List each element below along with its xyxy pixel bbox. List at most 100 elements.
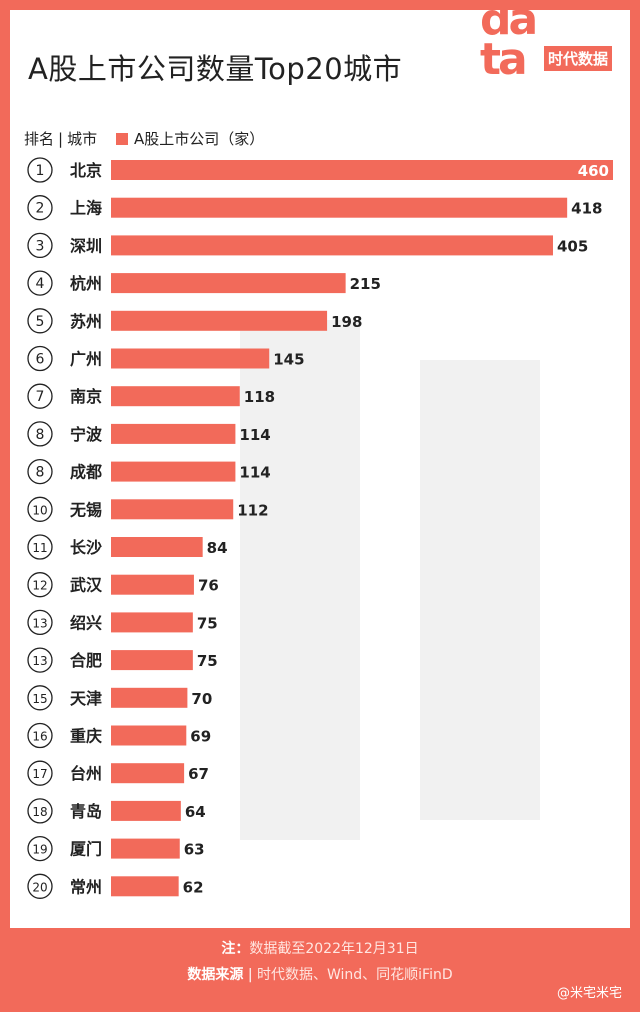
city-label: 宁波	[70, 425, 103, 444]
bar	[111, 763, 185, 784]
city-label: 厦门	[70, 840, 102, 859]
city-label: 南京	[70, 387, 102, 406]
rank-number: 1	[36, 163, 45, 179]
rank-circle	[27, 270, 53, 296]
value-label: 70	[191, 690, 212, 708]
value-label: 405	[557, 237, 588, 255]
rank-number: 13	[32, 654, 47, 668]
rank-header: 排名	[24, 130, 55, 148]
note-text: 数据截至2022年12月31日	[249, 941, 419, 957]
rank-circle	[27, 835, 53, 862]
value-label: 69	[190, 728, 211, 746]
city-label: 台州	[70, 764, 102, 783]
value-label: 145	[273, 351, 304, 369]
rank-number: 19	[32, 843, 47, 857]
value-label: 114	[239, 426, 270, 444]
city-label: 上海	[70, 199, 102, 218]
rank-circle	[27, 647, 53, 673]
legend-swatch	[116, 132, 128, 145]
legend: A股上市公司（家）	[116, 128, 264, 149]
source-label: 数据来源	[187, 967, 244, 983]
note-label: 注：	[221, 941, 250, 957]
bar	[111, 235, 553, 256]
value-label: 112	[237, 501, 268, 519]
rank-number: 5	[36, 314, 45, 330]
source-separator: |	[247, 967, 253, 983]
credit-text: @米宅米宅	[556, 986, 622, 1001]
value-label: 63	[184, 841, 205, 859]
value-label: 84	[207, 539, 228, 557]
rank-circle	[27, 308, 53, 334]
value-label: 64	[185, 803, 206, 821]
city-label: 成都	[70, 463, 102, 482]
rank-number: 8	[36, 427, 45, 443]
bar	[111, 800, 181, 821]
rank-circle	[27, 157, 53, 183]
bar	[111, 574, 194, 595]
city-label: 绍兴	[70, 613, 102, 632]
city-label: 武汉	[70, 576, 103, 595]
city-label: 合肥	[70, 651, 102, 670]
city-label: 长沙	[70, 538, 102, 557]
value-label: 76	[198, 577, 219, 595]
rank-circle	[27, 534, 53, 560]
rank-circle	[27, 383, 53, 409]
bar	[111, 386, 240, 407]
value-label: 62	[183, 878, 204, 896]
rank-circle	[27, 798, 53, 824]
rank-circle	[27, 421, 53, 447]
value-label: 75	[197, 614, 218, 632]
city-label: 广州	[70, 350, 102, 369]
bar	[111, 687, 188, 708]
rank-number: 12	[32, 579, 47, 593]
chart-title: A股上市公司数量Top20城市	[28, 52, 403, 86]
value-label: 75	[197, 652, 218, 670]
rank-circle	[27, 345, 53, 372]
brand-logo: data 时代数据	[480, 0, 630, 92]
bar	[111, 612, 193, 633]
value-label: 460	[578, 162, 609, 180]
rank-number: 7	[36, 389, 45, 405]
rank-number: 3	[36, 238, 45, 254]
rank-circle	[27, 609, 53, 636]
city-header: 城市	[67, 130, 98, 148]
rank-circle	[27, 685, 53, 711]
rank-number: 16	[32, 730, 47, 744]
city-label: 重庆	[70, 727, 102, 746]
rank-circle	[27, 496, 53, 522]
logo-cn: 时代数据	[544, 46, 613, 71]
city-label: 苏州	[70, 312, 102, 331]
bar	[111, 838, 180, 859]
rank-circle	[27, 572, 53, 598]
footer-source: 数据来源 | 时代数据、Wind、同花顺iFinD	[0, 964, 640, 984]
bar	[111, 461, 236, 482]
city-label: 无锡	[69, 500, 102, 519]
bar	[111, 725, 187, 746]
rank-number: 11	[32, 541, 47, 555]
rank-circle	[27, 873, 53, 899]
bar	[111, 160, 613, 180]
bar	[111, 197, 568, 218]
rank-circle	[27, 232, 53, 259]
city-label: 杭州	[70, 274, 102, 293]
city-label: 常州	[70, 877, 102, 896]
logo-word: data	[480, 0, 538, 85]
legend-label: A股上市公司（家）	[134, 130, 265, 148]
rank-circle	[27, 760, 53, 786]
source-text: 时代数据、Wind、同花顺iFinD	[256, 967, 453, 983]
bar	[111, 273, 346, 294]
bar	[111, 423, 236, 444]
bar	[111, 310, 328, 331]
footer-note: 注：数据截至2022年12月31日	[0, 938, 640, 958]
bar	[111, 650, 193, 671]
bar	[111, 348, 270, 369]
rank-number: 13	[32, 616, 47, 630]
city-label: 青岛	[70, 802, 102, 821]
bar	[111, 876, 179, 897]
header-separator: |	[58, 130, 64, 148]
rank-number: 4	[36, 276, 45, 292]
city-label: 深圳	[70, 236, 102, 255]
value-label: 215	[350, 275, 381, 293]
rank-circle	[27, 458, 53, 485]
